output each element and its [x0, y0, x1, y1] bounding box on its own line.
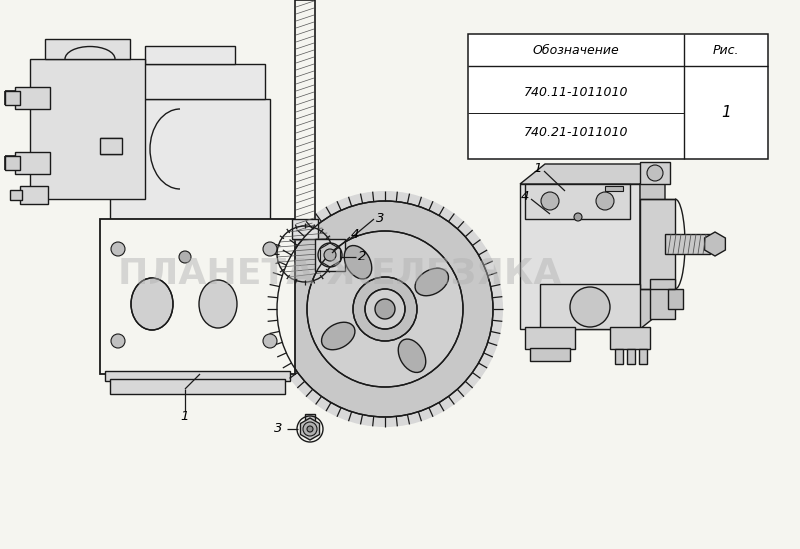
- Ellipse shape: [344, 245, 372, 279]
- Bar: [15, 87, 50, 109]
- Circle shape: [179, 251, 191, 263]
- Polygon shape: [520, 164, 665, 184]
- Bar: [540, 284, 640, 329]
- Text: 740.21-1011010: 740.21-1011010: [524, 126, 628, 139]
- Polygon shape: [640, 164, 665, 329]
- Circle shape: [541, 192, 559, 210]
- Text: Рис.: Рис.: [713, 43, 739, 57]
- Circle shape: [365, 289, 405, 329]
- Bar: [530, 348, 570, 361]
- Ellipse shape: [322, 322, 355, 350]
- Bar: [292, 219, 318, 239]
- Circle shape: [570, 287, 610, 327]
- Bar: [5, 156, 20, 170]
- Bar: [650, 279, 675, 319]
- Circle shape: [574, 213, 582, 221]
- Text: 3: 3: [376, 212, 384, 226]
- Text: 4: 4: [521, 191, 529, 204]
- Bar: [15, 152, 50, 174]
- Circle shape: [596, 192, 614, 210]
- Circle shape: [303, 422, 317, 436]
- Circle shape: [647, 165, 663, 181]
- Circle shape: [111, 242, 125, 256]
- Polygon shape: [525, 184, 630, 219]
- Bar: [468, 34, 768, 159]
- Bar: [100, 219, 295, 374]
- Circle shape: [111, 334, 125, 348]
- Bar: [627, 349, 635, 364]
- Bar: [610, 327, 650, 349]
- Bar: [668, 289, 683, 309]
- Bar: [5, 91, 20, 105]
- Circle shape: [353, 277, 417, 341]
- Circle shape: [318, 243, 342, 267]
- Bar: [295, 0, 315, 234]
- Ellipse shape: [131, 278, 173, 330]
- Bar: [20, 186, 48, 204]
- Bar: [525, 327, 575, 349]
- Circle shape: [267, 191, 503, 427]
- Ellipse shape: [199, 280, 237, 328]
- Circle shape: [307, 231, 463, 387]
- Text: 1: 1: [721, 105, 731, 120]
- Bar: [639, 349, 647, 364]
- Circle shape: [307, 426, 313, 432]
- Ellipse shape: [415, 268, 449, 296]
- Bar: [315, 239, 345, 271]
- Bar: [145, 46, 235, 64]
- Bar: [105, 371, 290, 381]
- Circle shape: [277, 201, 493, 417]
- Bar: [605, 186, 623, 191]
- Text: ПЛАНЕТА ЖЕЛЕЗЯКА: ПЛАНЕТА ЖЕЛЕЗЯКА: [118, 257, 562, 291]
- Bar: [45, 39, 130, 59]
- Bar: [110, 379, 285, 394]
- Polygon shape: [705, 232, 726, 256]
- Text: 740.11-1011010: 740.11-1011010: [524, 86, 628, 98]
- Text: 2: 2: [358, 250, 366, 264]
- Bar: [665, 234, 710, 254]
- Polygon shape: [520, 184, 640, 329]
- Circle shape: [263, 334, 277, 348]
- Bar: [100, 138, 122, 154]
- Text: 4: 4: [351, 227, 359, 240]
- Bar: [615, 349, 623, 364]
- Circle shape: [277, 226, 333, 282]
- Text: 3: 3: [274, 423, 282, 435]
- Bar: [640, 199, 675, 289]
- Bar: [10, 190, 22, 200]
- Circle shape: [324, 249, 336, 261]
- Text: 1: 1: [181, 411, 189, 423]
- Bar: [110, 99, 270, 219]
- Ellipse shape: [398, 339, 426, 372]
- Polygon shape: [301, 418, 319, 440]
- Bar: [115, 64, 265, 99]
- Circle shape: [263, 242, 277, 256]
- Bar: [305, 414, 315, 429]
- Text: Обозначение: Обозначение: [533, 43, 619, 57]
- Bar: [640, 162, 670, 184]
- Bar: [30, 59, 145, 199]
- Circle shape: [375, 299, 395, 319]
- Text: 1: 1: [534, 163, 542, 176]
